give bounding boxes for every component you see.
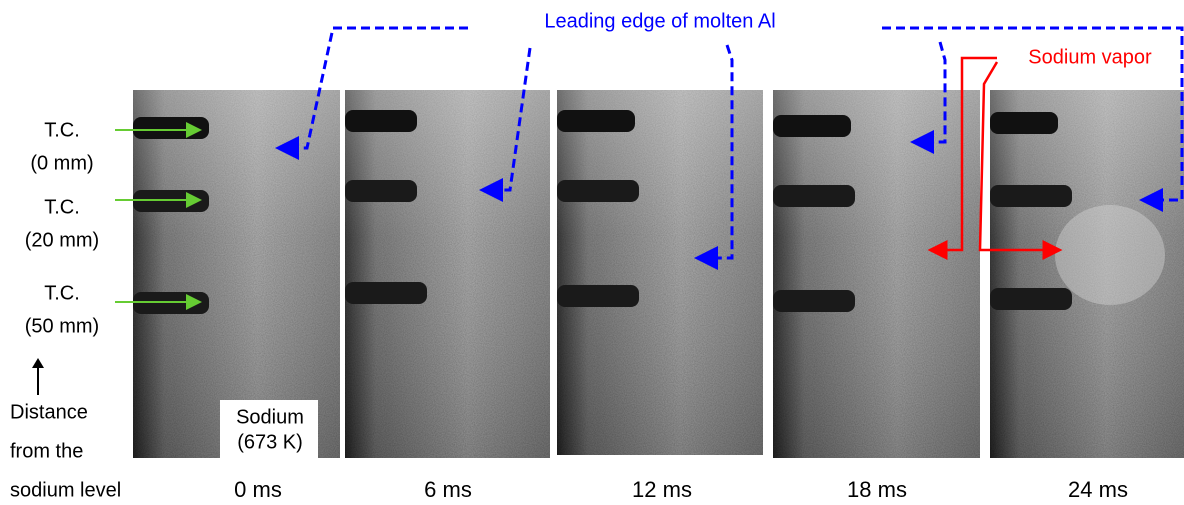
frame-time: 12 ms bbox=[632, 477, 692, 502]
annotation: Leading edge of molten Al bbox=[544, 10, 775, 32]
tc-label: T.C. bbox=[44, 282, 80, 304]
panel bbox=[773, 90, 980, 458]
panel bbox=[557, 90, 763, 455]
axis-note: sodium level bbox=[10, 479, 121, 501]
medium-temp: (673 K) bbox=[237, 431, 303, 453]
frame-time: 0 ms bbox=[234, 477, 282, 502]
axis-note: Distance bbox=[10, 401, 88, 423]
medium-name: Sodium bbox=[236, 406, 304, 428]
frame-time: 18 ms bbox=[847, 477, 907, 502]
arrows bbox=[32, 26, 1184, 395]
frame-time: 6 ms bbox=[424, 477, 472, 502]
panel bbox=[990, 90, 1184, 458]
panels bbox=[133, 90, 1184, 458]
labels: Leading edge of molten Al Sodium vapor T… bbox=[10, 10, 1152, 502]
tc-depth: (20 mm) bbox=[25, 229, 99, 251]
axis-note: from the bbox=[10, 440, 83, 462]
label-box bbox=[220, 400, 318, 458]
panel bbox=[133, 90, 340, 458]
panel bbox=[345, 90, 550, 458]
tc-depth: (50 mm) bbox=[25, 315, 99, 337]
tc-label: T.C. bbox=[44, 196, 80, 218]
annotation: Sodium vapor bbox=[1028, 46, 1152, 68]
tc-depth: (0 mm) bbox=[30, 152, 93, 174]
frame-time: 24 ms bbox=[1068, 477, 1128, 502]
tc-label: T.C. bbox=[44, 119, 80, 141]
